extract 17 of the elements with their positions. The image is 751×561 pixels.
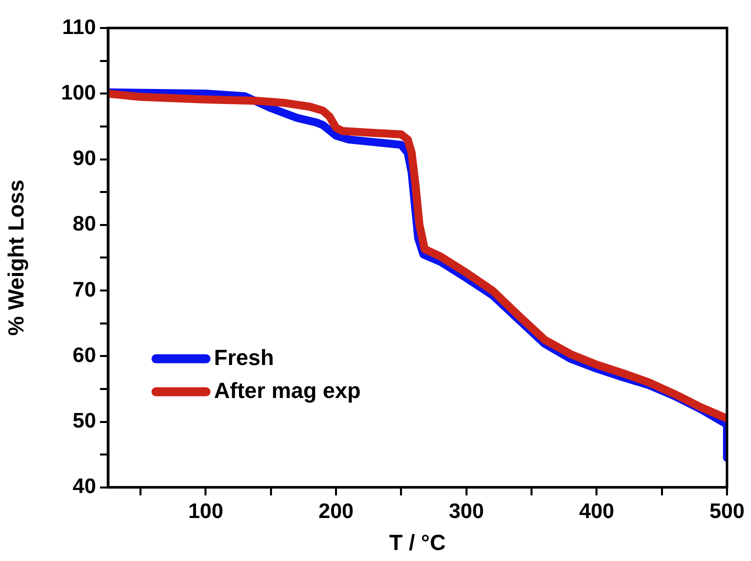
- y-tick-label: 80: [72, 212, 96, 236]
- legend-label: Fresh: [214, 344, 274, 370]
- y-tick-label: 70: [72, 278, 96, 302]
- x-tick-label: 100: [188, 500, 224, 523]
- y-tick-label: 60: [72, 344, 96, 367]
- y-tick-label: 110: [62, 16, 96, 39]
- y-tick-label: 90: [72, 147, 96, 170]
- x-tick-label: 300: [448, 500, 484, 523]
- y-tick-label: 50: [72, 410, 96, 433]
- y-tick-label: 100: [60, 81, 96, 104]
- x-tick-label: 200: [318, 500, 354, 523]
- x-tick-label: 400: [579, 500, 614, 523]
- y-axis-title: % Weight Loss: [3, 180, 28, 336]
- x-tick-label: 500: [709, 500, 745, 523]
- y-tick-label: 40: [72, 475, 96, 498]
- legend-label: After mag exp: [214, 378, 361, 403]
- x-axis-title: T / °C: [389, 530, 446, 555]
